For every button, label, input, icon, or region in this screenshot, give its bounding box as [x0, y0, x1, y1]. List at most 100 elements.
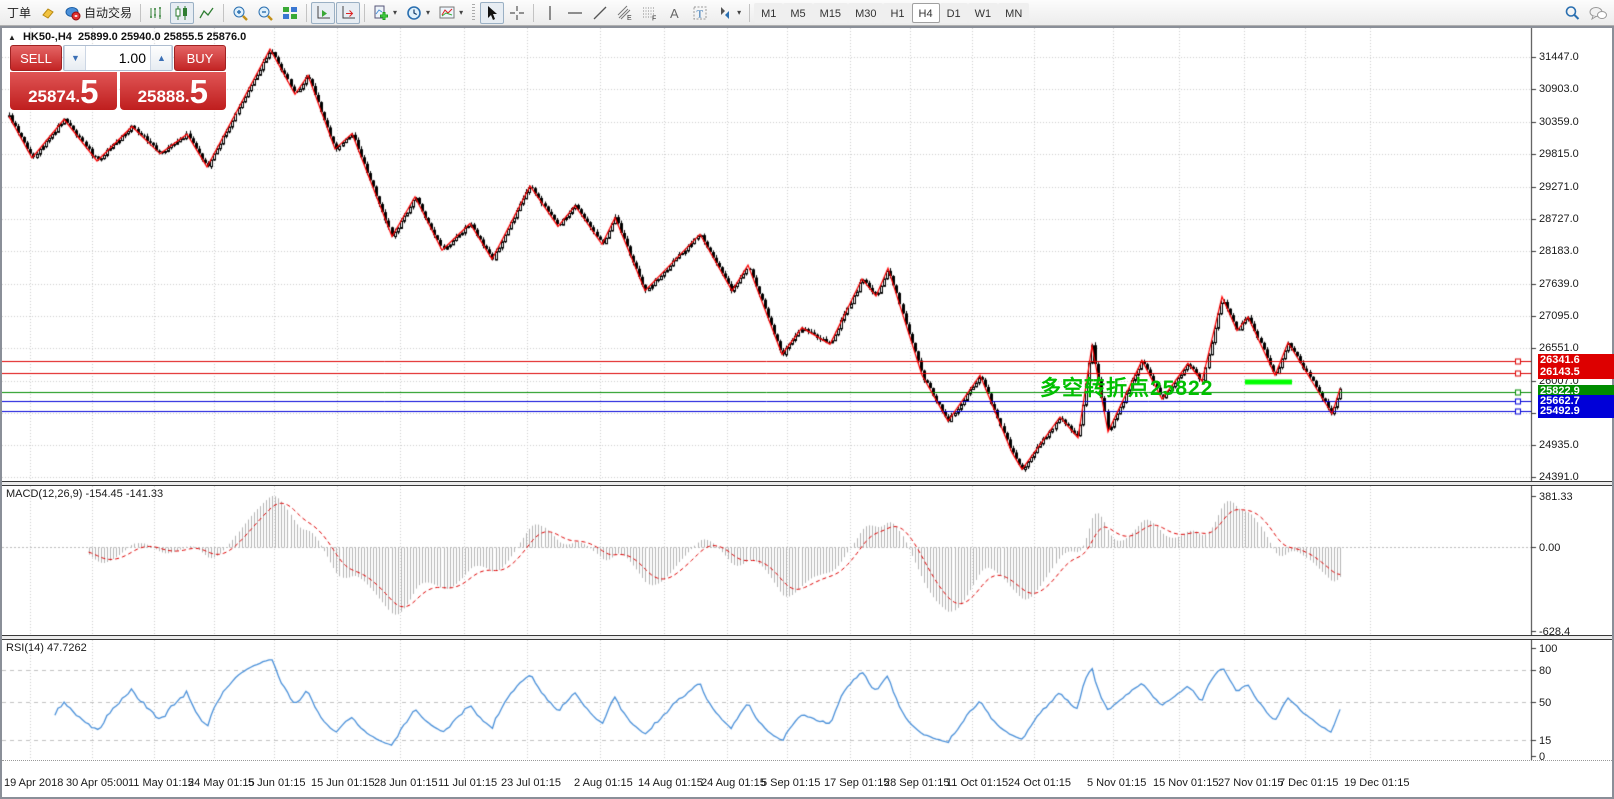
timeframe-w1[interactable]: W1	[967, 2, 999, 23]
panel-divider[interactable]	[2, 481, 1612, 486]
timeframe-m1[interactable]: M1	[754, 2, 784, 23]
time-axis-label: 24 May 01:15	[188, 777, 255, 789]
rsi-axis-label: 100	[1539, 643, 1558, 655]
time-axis-label: 24 Oct 01:15	[1008, 777, 1071, 789]
buy-button[interactable]: BUY	[174, 45, 226, 71]
rsi-title: RSI(14) 47.7262	[6, 642, 87, 654]
timeframe-m30[interactable]: M30	[848, 2, 884, 23]
text-label-icon: T	[692, 5, 708, 21]
chart-title: ▲ HK50-,H4 25899.0 25940.0 25855.5 25876…	[8, 31, 246, 43]
svg-text:A: A	[670, 6, 679, 21]
line-chart-icon	[199, 5, 215, 21]
timeframe-h1[interactable]: H1	[883, 2, 912, 23]
timeframe-m5[interactable]: M5	[783, 2, 813, 23]
autoscroll-icon	[315, 5, 331, 21]
volume-decrease-button[interactable]: ▼	[64, 46, 86, 70]
time-axis-label: 19 Dec 01:15	[1344, 777, 1410, 789]
crosshair-button[interactable]	[505, 2, 529, 24]
price-axis-label: 29815.0	[1539, 148, 1579, 161]
news-button[interactable]	[36, 2, 60, 24]
search-button[interactable]	[1560, 2, 1584, 24]
autotrade-button[interactable]: 自动交易	[61, 2, 136, 24]
crosshair-icon	[509, 5, 525, 21]
timeframe-d1[interactable]: D1	[939, 2, 968, 23]
search-icon	[1564, 5, 1580, 21]
time-axis-label: 23 Jul 01:15	[501, 777, 561, 789]
time-axis-label: 14 Aug 01:15	[638, 777, 703, 789]
timeframe-h4[interactable]: H4	[911, 2, 940, 23]
tile-windows-icon	[282, 5, 298, 21]
time-axis-label: 5 Jun 01:15	[248, 777, 306, 789]
periods-button[interactable]: ▾	[402, 2, 434, 24]
bar-chart-button[interactable]	[145, 2, 169, 24]
time-axis-label: 15 Nov 01:15	[1153, 777, 1219, 789]
zoom-out-button[interactable]	[253, 2, 277, 24]
chat-button[interactable]	[1585, 2, 1611, 24]
price-level-tag: 26341.6	[1538, 354, 1614, 368]
price-level-tag: 25662.7	[1538, 394, 1614, 408]
clock-icon	[406, 5, 422, 21]
price-axis-label: 30359.0	[1539, 115, 1579, 128]
price-axis-label: 27639.0	[1539, 277, 1579, 290]
dropdown-caret-icon: ▾	[737, 8, 742, 17]
time-axis[interactable]: 19 Apr 2018 30 Apr 05:00 11 May 01:15 24 Ma…	[2, 760, 1612, 797]
templates-button[interactable]: ▾	[435, 2, 467, 24]
time-axis-label: 11 Jul 01:15	[438, 777, 498, 789]
timeframe-m15[interactable]: M15	[812, 2, 849, 23]
svg-text:T: T	[697, 8, 704, 20]
chart-shift-button[interactable]	[336, 1, 361, 24]
line-chart-button[interactable]	[195, 2, 219, 24]
svg-text:F: F	[652, 15, 656, 21]
trendline-button[interactable]	[588, 2, 612, 24]
collapse-triangle-icon[interactable]: ▲	[8, 33, 16, 42]
panel-divider[interactable]	[2, 635, 1612, 640]
template-icon	[439, 5, 455, 21]
text-button[interactable]: A	[663, 2, 687, 24]
price-axis-label: 29271.0	[1539, 180, 1579, 193]
equidistant-channel-button[interactable]: E	[613, 2, 637, 24]
add-indicator-icon	[373, 5, 389, 21]
text-label-button[interactable]: T	[688, 2, 712, 24]
macd-canvas[interactable]	[2, 486, 1612, 635]
zoom-in-icon	[232, 5, 248, 21]
dropdown-caret-icon: ▾	[459, 8, 464, 17]
one-click-trading-panel: SELL ▼ ▲ BUY 25874.5 25888.5	[10, 45, 226, 110]
fibonacci-button[interactable]: F	[638, 2, 662, 24]
cursor-button[interactable]	[480, 1, 505, 24]
ohlc-values: 25899.0 25940.0 25855.5 25876.0	[78, 31, 247, 43]
vertical-line-icon	[542, 5, 558, 21]
candlestick-chart-button[interactable]	[170, 1, 195, 24]
timeframe-mn[interactable]: MN	[998, 2, 1030, 23]
new-order-button[interactable]: 丁单	[3, 2, 35, 24]
vertical-line-button[interactable]	[538, 2, 562, 24]
candlestick-chart-icon	[174, 5, 190, 21]
horizontal-line-button[interactable]	[563, 2, 587, 24]
arrows-icon	[717, 5, 733, 21]
timeframe-group: M1 M5 M15 M30 H1 H4 D1 W1 MN	[754, 2, 1030, 23]
volume-input[interactable]	[86, 46, 150, 70]
time-axis-label: 11 May 01:15	[128, 777, 194, 789]
price-chart-canvas[interactable]	[2, 28, 1612, 481]
dropdown-caret-icon: ▾	[426, 8, 431, 17]
main-price-panel: 31447.0 30903.0 30359.0 29815.0 29271.0 28727…	[2, 28, 1614, 483]
toolbar-separator	[749, 3, 751, 22]
autoscroll-button[interactable]	[311, 1, 336, 24]
channel-icon: E	[617, 5, 633, 21]
toolbar-grip[interactable]	[472, 3, 476, 22]
zoom-in-button[interactable]	[228, 2, 252, 24]
time-axis-label: 17 Sep 01:15	[824, 777, 890, 789]
tile-windows-button[interactable]	[278, 2, 302, 24]
buy-price-display[interactable]: 25888. 5	[119, 72, 226, 110]
bar-chart-icon	[149, 5, 165, 21]
rsi-axis-label: 50	[1539, 697, 1552, 709]
sell-button[interactable]: SELL	[10, 45, 62, 71]
add-indicator-button[interactable]: ▾	[369, 2, 401, 24]
price-level-tag: 25492.9	[1538, 404, 1614, 418]
rsi-canvas[interactable]	[2, 640, 1612, 760]
chart-window: 31447.0 30903.0 30359.0 29815.0 29271.0 28727…	[0, 26, 1614, 799]
arrows-button[interactable]: ▾	[713, 2, 745, 24]
top-toolbar: 丁单 自动交易 ▾ ▾ ▾	[0, 0, 1614, 26]
macd-axis-label: 381.33	[1539, 491, 1573, 503]
sell-price-display[interactable]: 25874. 5	[10, 72, 117, 110]
volume-increase-button[interactable]: ▲	[150, 46, 172, 70]
